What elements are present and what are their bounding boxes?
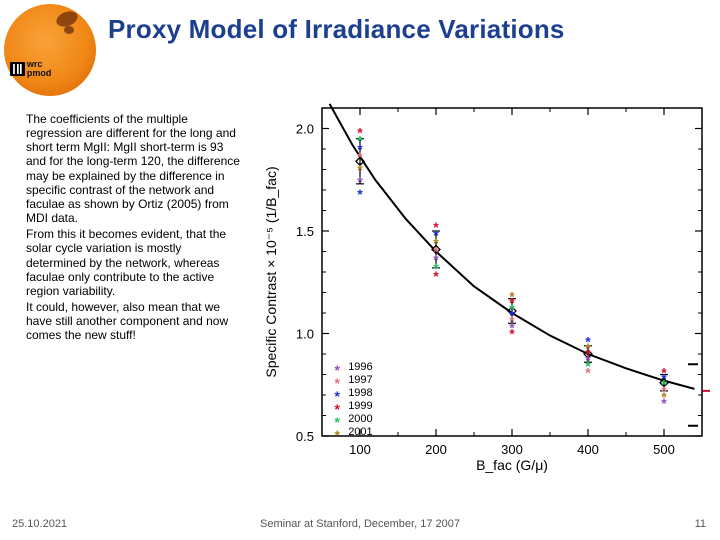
svg-text:100: 100 — [349, 442, 371, 457]
svg-text:500: 500 — [653, 442, 675, 457]
page-title: Proxy Model of Irradiance Variations — [108, 14, 710, 45]
svg-text:*: * — [661, 395, 667, 411]
svg-text:300: 300 — [501, 442, 523, 457]
org-logo: ǀǁ wrc pmod — [4, 4, 96, 96]
footer-center: Seminar at Stanford, December, 17 2007 — [0, 518, 720, 530]
svg-text:400: 400 — [577, 442, 599, 457]
svg-text:*: * — [334, 427, 340, 443]
svg-text:1997: 1997 — [348, 374, 372, 386]
svg-text:*: * — [585, 364, 591, 380]
logo-text-2: pmod — [27, 68, 52, 78]
svg-text:2.0: 2.0 — [296, 122, 314, 137]
body-p3: It could, however, also mean that we hav… — [26, 300, 244, 342]
sun-image — [4, 4, 96, 96]
svg-text:B_fac (G/μ): B_fac (G/μ) — [476, 457, 548, 473]
svg-text:1.5: 1.5 — [296, 224, 314, 239]
svg-text:*: * — [433, 268, 439, 284]
body-p1: The coefficients of the multiple regress… — [26, 112, 244, 225]
svg-text:0.5: 0.5 — [296, 429, 314, 444]
svg-text:2001: 2001 — [348, 426, 372, 438]
svg-text:Specific Contrast × 10⁻⁵ (1/B_: Specific Contrast × 10⁻⁵ (1/B_fac) — [263, 166, 279, 377]
body-text: The coefficients of the multiple regress… — [26, 112, 244, 345]
svg-text:1998: 1998 — [348, 387, 372, 399]
svg-text:1996: 1996 — [348, 361, 372, 373]
contrast-chart: 100 200 300 400 500 0.5 1.0 1.5 2.0 B_fac (G/μ) Sp… — [256, 100, 710, 476]
svg-text:*: * — [357, 186, 363, 202]
slide-root: ǀǁ wrc pmod Proxy Model of Irradiance Va… — [0, 0, 720, 540]
logo-label: ǀǁ wrc pmod — [10, 60, 94, 78]
svg-text:2000: 2000 — [348, 413, 372, 425]
body-p2: From this it becomes evident, that the s… — [26, 227, 244, 298]
svg-text:200: 200 — [425, 442, 447, 457]
svg-text:*: * — [509, 325, 515, 341]
svg-text:1999: 1999 — [348, 400, 372, 412]
footer-page: 11 — [695, 518, 706, 530]
svg-text:1.0: 1.0 — [296, 327, 314, 342]
logo-glyph: ǀǁ — [10, 62, 25, 76]
